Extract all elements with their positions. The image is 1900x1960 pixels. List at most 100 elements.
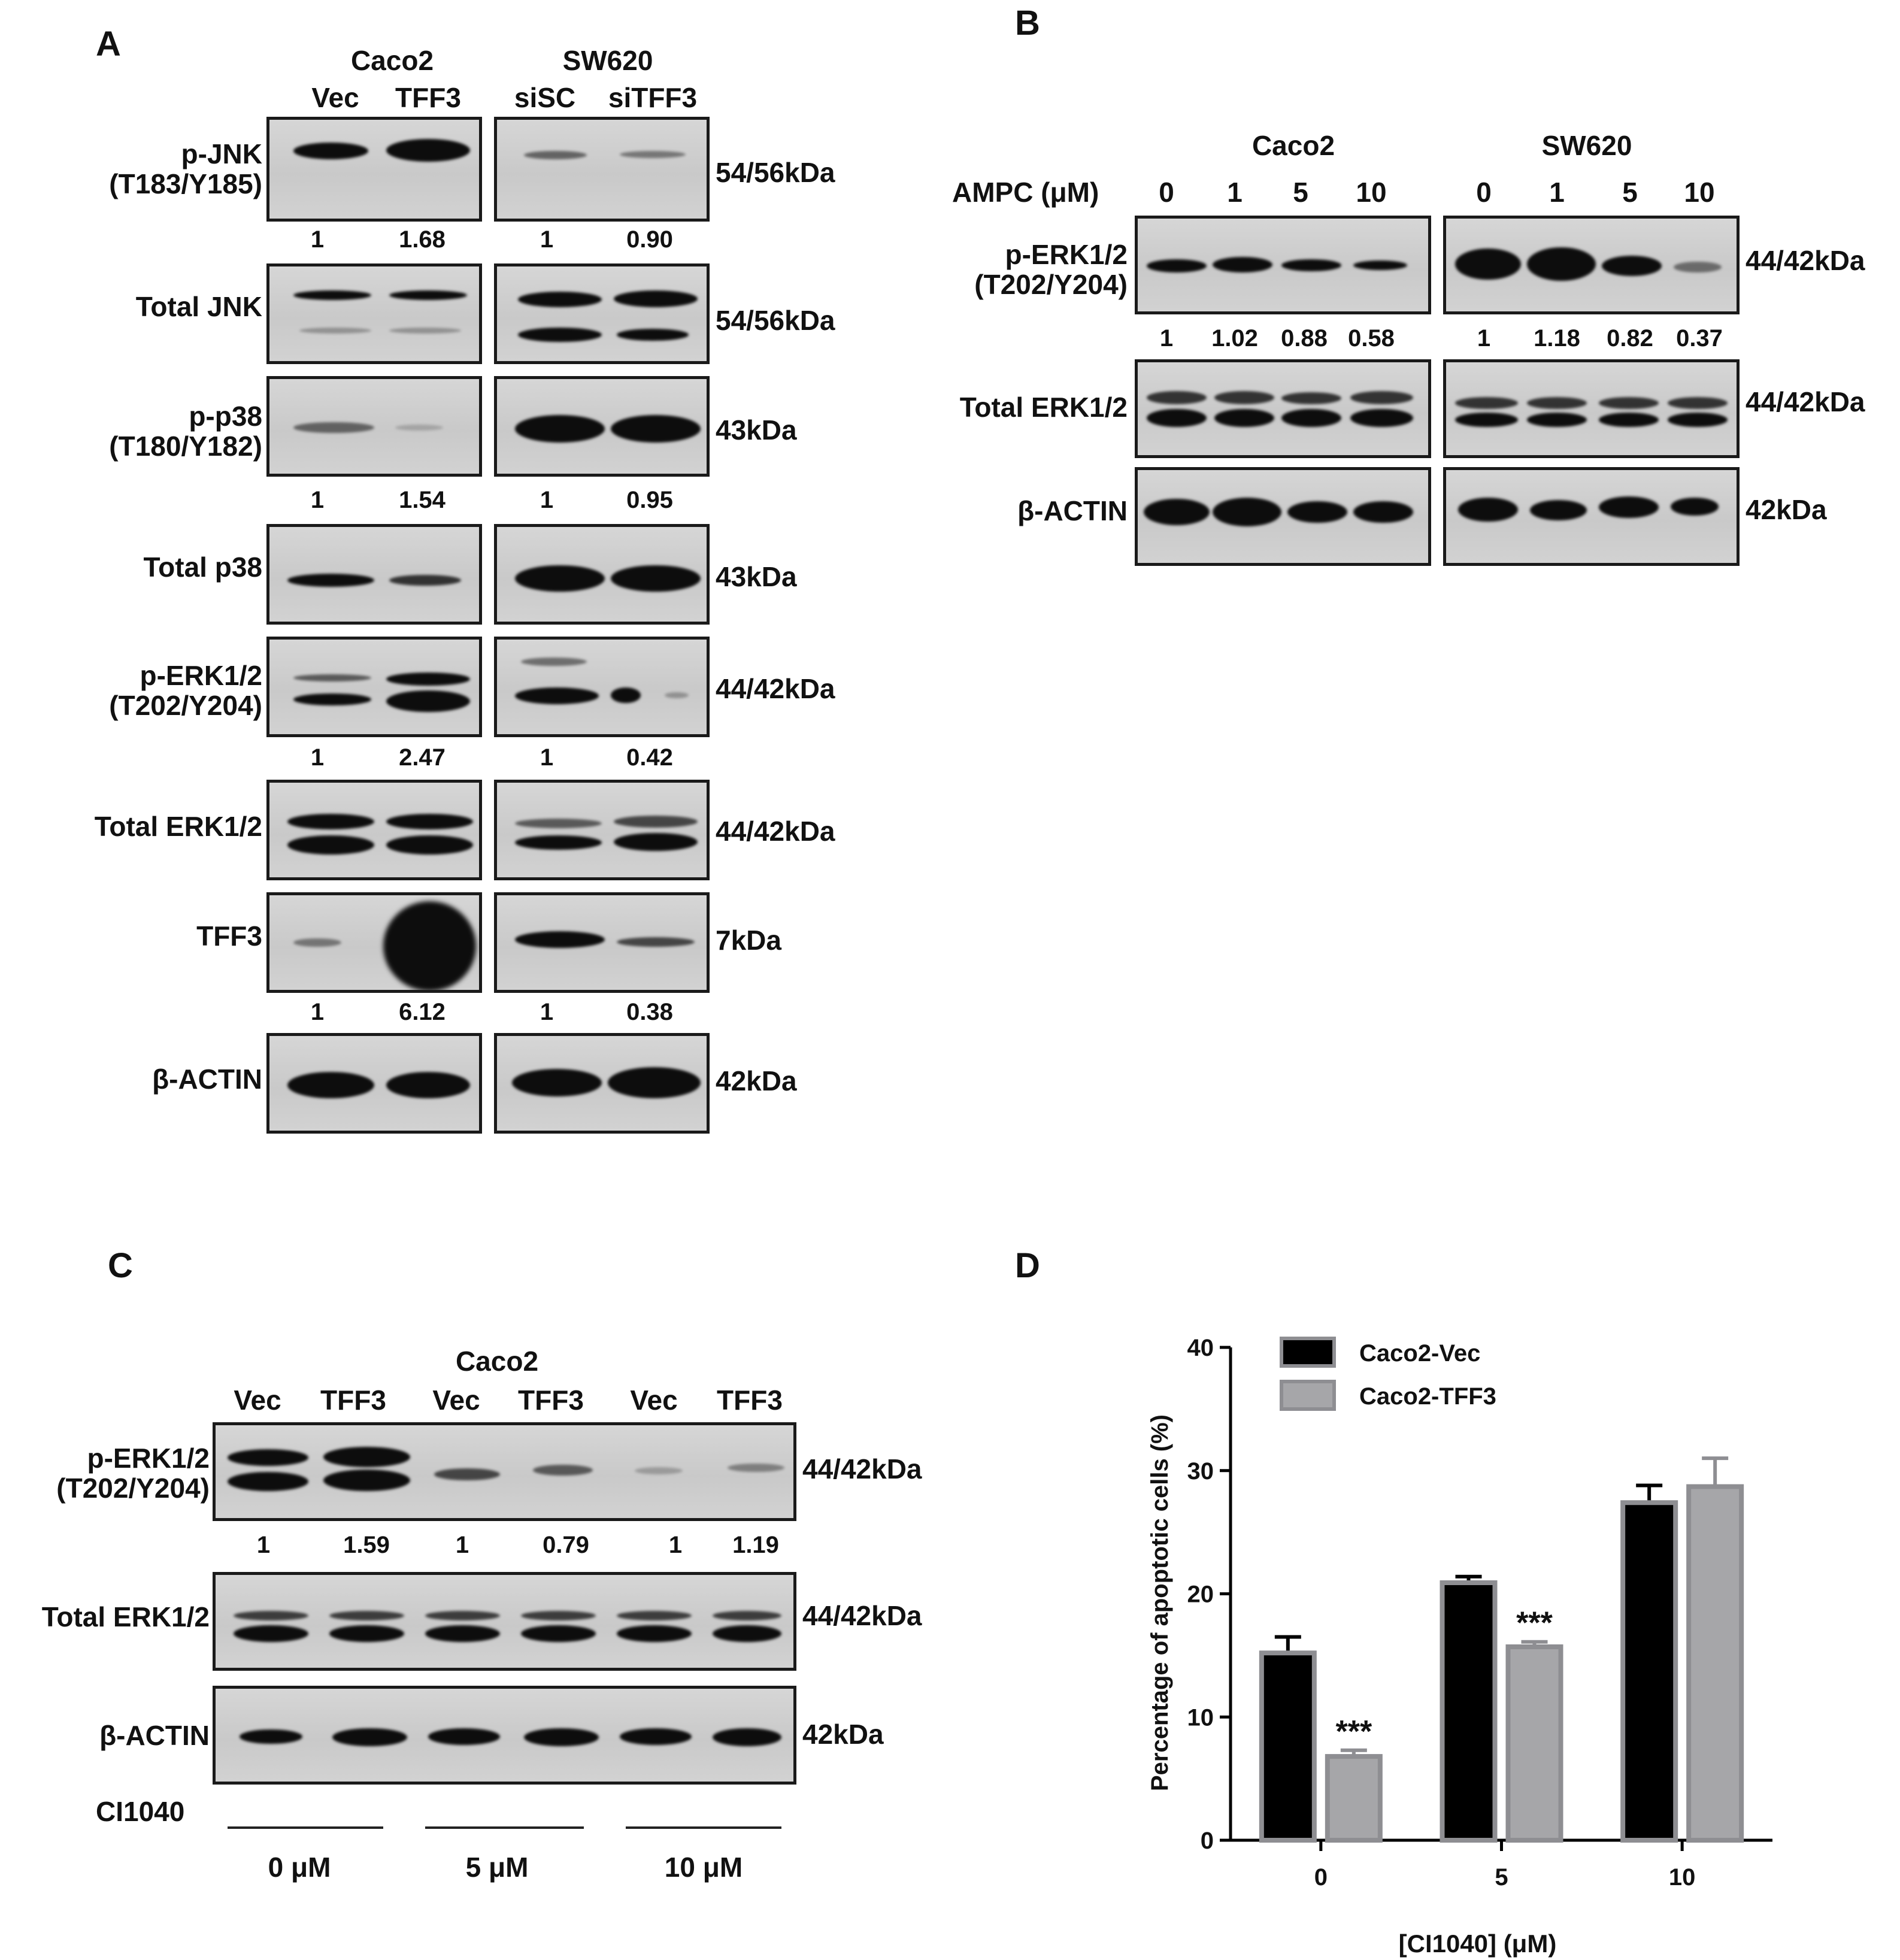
quant-value: 1 [668,1532,683,1558]
y-tick-label: 30 [1187,1458,1214,1485]
quant-value: 0.58 [1348,325,1395,352]
blot-b-beta-actin-caco2 [1135,467,1431,566]
mw-label: 44/42kDa [1746,245,1865,276]
quant-value: 1.02 [1211,325,1258,352]
blot-b-total-erk-sw620 [1443,359,1740,458]
bar-caco2-vec [1259,1650,1317,1843]
panel-letter-c: C [108,1246,133,1285]
blot-p-erk-caco2 [266,637,482,737]
dose-label: 0 [1476,177,1492,208]
mw-label: 7kDa [716,925,781,956]
lane-label: siTFF3 [608,82,698,113]
panel-letter-d: D [1015,1246,1040,1285]
blot-b-total-erk-caco2 [1135,359,1431,458]
group-cell-caco2: Caco2 [455,1346,539,1377]
quant-value: 1.19 [732,1532,779,1558]
lane-label: Vec [432,1385,480,1416]
quant-value: 0.82 [1607,325,1653,352]
lane-label: Vec [234,1385,281,1416]
lane-label: TFF3 [717,1385,783,1416]
quant-value: 1 [310,744,325,771]
blot-total-p38-caco2 [266,524,482,625]
bar-caco2-vec [1620,1500,1678,1843]
significance-marker: *** [1335,1714,1372,1749]
blot-b-p-erk-caco2 [1135,216,1431,314]
group-cell-sw620: SW620 [1541,130,1632,161]
quant-value: 0.79 [543,1532,589,1558]
bar-caco2-vec [1440,1580,1498,1843]
quant-value: 1 [256,1532,271,1558]
quant-value: 1.18 [1534,325,1580,352]
blot-total-erk-sw620 [494,780,710,880]
legend-label: Caco2-Vec [1359,1340,1480,1367]
row-label-total-p38: Total p38 [143,552,262,583]
row-label-p-erk: p-ERK1/2 (T202/Y204) [974,239,1128,300]
mw-label: 54/56kDa [716,157,835,188]
y-tick-label: 10 [1187,1704,1214,1731]
quant-value: 0.37 [1676,325,1723,352]
row-label-beta-actin: β-ACTIN [99,1720,210,1751]
mw-label: 44/42kDa [716,816,835,847]
dose-bracket-line [425,1826,584,1829]
blot-beta-actin-sw620 [494,1033,710,1134]
row-label-tff3: TFF3 [196,920,262,952]
x-tick-label: 0 [1314,1864,1328,1891]
lane-label: siSC [514,82,576,113]
quant-value: 1.59 [343,1532,390,1558]
lane-label: TFF3 [395,82,461,113]
dose-bracket-line [626,1826,781,1829]
y-tick-label: 20 [1187,1582,1214,1608]
dose-label: 10 [1684,177,1715,208]
panel-letter-a: A [96,25,121,63]
quant-value: 1 [310,487,325,513]
panel-letter-b: B [1015,4,1040,43]
x-tick-label: 10 [1669,1864,1696,1891]
row-label-p-jnk: p-JNK (T183/Y185) [109,138,262,199]
blot-total-jnk-sw620 [494,263,710,364]
quant-value: 1 [1477,325,1491,352]
mw-label: 44/42kDa [802,1453,922,1485]
dose-label: 5 [1622,177,1638,208]
dose-label: 0 [1159,177,1174,208]
mw-label: 42kDa [716,1065,797,1096]
row-label-total-erk: Total ERK1/2 [41,1601,210,1632]
quant-value: 0.95 [626,487,673,513]
quant-value: 0.88 [1281,325,1328,352]
dose-label: 5 μM [465,1852,529,1883]
mw-label: 43kDa [716,414,797,446]
blot-p-erk-sw620 [494,637,710,737]
quant-value: 1 [455,1532,469,1558]
dose-label: 0 μM [268,1852,331,1883]
y-tick-label: 0 [1201,1828,1214,1854]
bar-caco2-tff3 [1686,1484,1744,1843]
blot-total-p38-sw620 [494,524,710,625]
blot-c-p-erk [213,1422,796,1521]
legend-label: Caco2-TFF3 [1359,1383,1496,1410]
row-label-total-jnk: Total JNK [135,291,262,322]
bar-caco2-tff3 [1325,1754,1383,1843]
blot-c-total-erk [213,1572,796,1671]
dose-label: 1 [1549,177,1565,208]
blot-p-jnk-sw620 [494,117,710,222]
dose-label: 5 [1293,177,1308,208]
blot-p-p38-sw620 [494,376,710,477]
quant-value: 6.12 [399,999,446,1025]
apoptosis-bar-chart: 0 10 20 30 40 0 *** 5 *** 10 Caco2-Vec Caco2-TFF3 [C… [1147,1335,1772,1958]
mw-label: 43kDa [716,561,797,592]
quant-value: 0.38 [626,999,673,1025]
blot-tff3-caco2 [266,892,482,993]
mw-label: 44/42kDa [1746,386,1865,417]
quant-value: 1 [540,226,554,253]
lane-label: Vec [311,82,359,113]
blot-tff3-sw620 [494,892,710,993]
lane-label: Vec [630,1385,678,1416]
quant-value: 1 [310,999,325,1025]
group-cell-caco2: Caco2 [1251,130,1335,161]
dose-bracket-line [228,1826,383,1829]
blot-p-p38-caco2 [266,376,482,477]
lane-label: TFF3 [320,1385,386,1416]
row-label-total-erk: Total ERK1/2 [959,392,1128,423]
blot-b-beta-actin-sw620 [1443,467,1740,566]
row-label-p-erk: p-ERK1/2 (T202/Y204) [109,660,262,721]
quant-value: 1.54 [399,487,446,513]
